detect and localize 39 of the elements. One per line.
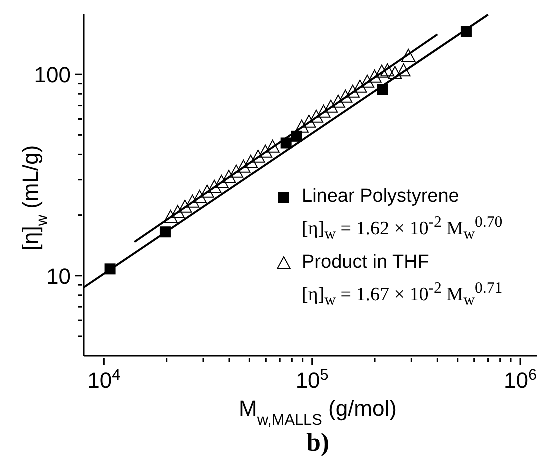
point	[324, 100, 338, 113]
point	[222, 170, 236, 184]
point	[192, 190, 207, 204]
point	[360, 74, 375, 88]
x-axis-title: M$_{w,MALLS}$ (g/mol)	[239, 396, 397, 428]
point	[229, 164, 244, 178]
point	[214, 175, 229, 188]
point	[251, 150, 266, 163]
y-tick-label: 100	[34, 62, 71, 88]
point	[331, 94, 346, 108]
point	[353, 80, 368, 93]
x-tick-label: 10$^{5}$	[296, 366, 329, 393]
point	[186, 194, 200, 208]
point	[302, 114, 316, 128]
point	[310, 110, 324, 123]
point	[236, 160, 251, 173]
point	[244, 154, 258, 168]
point	[338, 90, 353, 103]
point	[346, 84, 360, 98]
point	[208, 180, 222, 193]
legend-label: Linear Polystyrene	[302, 186, 460, 208]
y-tick-label: 10	[46, 264, 71, 289]
point	[200, 184, 214, 198]
x-tick-label: 10$^{6}$	[504, 366, 538, 393]
point	[266, 140, 280, 153]
point	[258, 144, 273, 158]
point	[380, 64, 395, 77]
text: b)	[305, 428, 331, 458]
point	[368, 70, 382, 83]
x-tick-label: 10$^{4}$	[88, 366, 122, 393]
point	[170, 205, 185, 218]
point	[316, 104, 331, 118]
legend-label: Product in THF	[302, 252, 430, 274]
point	[178, 200, 192, 213]
point	[164, 210, 178, 224]
point	[374, 64, 389, 78]
point	[294, 120, 309, 133]
point	[396, 64, 411, 77]
point	[388, 66, 402, 80]
